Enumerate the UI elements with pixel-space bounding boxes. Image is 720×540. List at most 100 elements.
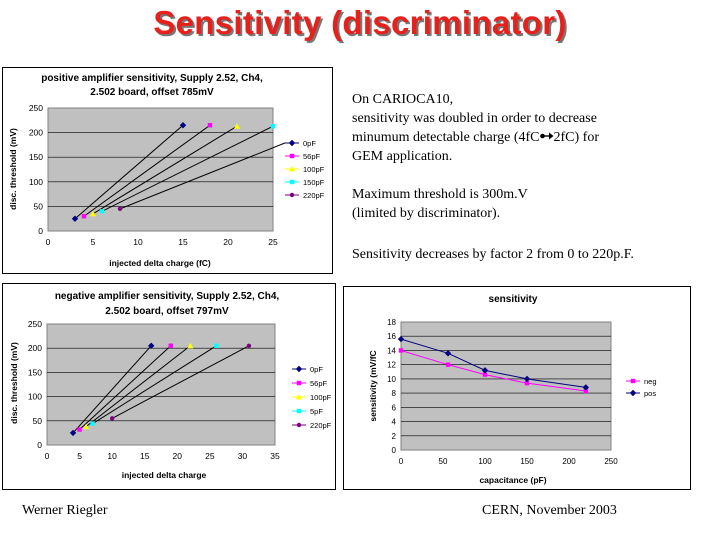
- para1-line2: sensitivity was doubled in order to decr…: [352, 111, 597, 126]
- y-tick-label: 0: [37, 440, 42, 450]
- data-point-pos: [397, 335, 405, 343]
- x-tick-label: 10: [107, 451, 117, 461]
- data-point-0pF: [71, 215, 79, 222]
- y-tick-label: 0: [38, 226, 43, 236]
- x-tick-label: 5: [91, 237, 96, 247]
- data-point-neg: [524, 380, 530, 386]
- legend-marker-neg: [630, 378, 636, 384]
- series-line-220pF: [111, 345, 250, 419]
- data-point-220pF: [117, 206, 123, 212]
- chart-title: sensitivity: [489, 294, 538, 305]
- chart-subtitle: 2.502 board, offset 785mV: [90, 87, 214, 98]
- x-tick-label: 20: [223, 237, 233, 247]
- positive-sensitivity-chart: 0 50 100 150 200 250 0 5 10 15 20 25 positive amplif…: [2, 67, 333, 274]
- y-tick-label: 50: [34, 201, 44, 211]
- chart-subtitle: 2.502 board, offset 797mV: [105, 306, 229, 317]
- legend-label-neg: neg: [644, 377, 657, 386]
- plot-area: [400, 321, 612, 451]
- footer-author: Werner Riegler: [22, 503, 108, 518]
- data-point-0pF: [148, 342, 155, 349]
- data-point-pos: [523, 375, 531, 383]
- footer-venue-date: CERN, November 2003: [482, 503, 617, 518]
- plot-area: [46, 323, 276, 446]
- series-line-56pF: [79, 345, 172, 430]
- data-point-neg: [482, 372, 488, 377]
- data-point-220pF: [109, 416, 115, 421]
- legend-label-100pF: 100pF: [310, 393, 332, 402]
- legend-marker-56pF: [289, 153, 295, 159]
- para3-line: Sensitivity decreases by factor 2 from 0…: [352, 247, 634, 262]
- data-point-56pF: [168, 343, 173, 348]
- chart-title: negative amplifier sensitivity, Supply 2…: [55, 291, 280, 302]
- legend-marker-220pF: [289, 192, 295, 198]
- data-point-5pF: [214, 343, 219, 348]
- slide-title: Sensitivity (discriminator): [153, 4, 567, 41]
- paragraph-sensitivity-decrease: Sensitivity decreases by factor 2 from 0…: [352, 245, 717, 264]
- para1-line3a: minumum detectable charge (4fC: [352, 130, 540, 145]
- x-tick-label: 250: [604, 457, 618, 466]
- para2-line1: Maximum threshold is 300m.V: [352, 187, 528, 202]
- positive-sensitivity-plot: 0 50 100 150 200 250 0 5 10 15 20 25 positive amplif…: [2, 67, 333, 274]
- data-point-pos: [444, 350, 452, 357]
- data-point-0pF: [179, 122, 187, 129]
- data-point-220pF: [246, 343, 252, 348]
- series-line-0pF: [72, 345, 152, 434]
- x-tick-label: 5: [77, 451, 82, 461]
- para2-line2: (limited by discriminator).: [352, 206, 501, 221]
- y-tick-label: 100: [28, 392, 42, 402]
- legend-label-100pF: 100pF: [303, 165, 325, 174]
- para1-line3b: 2fC) for: [553, 130, 600, 145]
- paragraph-carioca: On CARIOCA10, sensitivity was doubled in…: [352, 90, 712, 166]
- series-line-100pF: [85, 345, 191, 428]
- x-tick-label: 25: [268, 237, 278, 247]
- sensitivity-vs-capacitance-chart: 0 2 4 6 8 10 12 14 16 18 0 50 100 150 200 250 sensitivit…: [343, 286, 691, 490]
- y-tick-label: 250: [28, 319, 42, 329]
- chart-title: positive amplifier sensitivity, Supply 2…: [41, 73, 263, 84]
- legend-label-220pF: 220pF: [310, 421, 332, 430]
- x-tick-label: 0: [46, 237, 51, 247]
- x-tick-label: 10: [133, 237, 143, 247]
- x-tick-label: 100: [478, 457, 492, 466]
- legend-label-0pF: 0pF: [310, 365, 323, 374]
- data-point-100pF: [234, 123, 240, 129]
- data-point-150pF: [99, 209, 105, 214]
- legend-marker-100pF: [296, 394, 302, 400]
- sensitivity-vs-capacitance-plot: 0 2 4 6 8 10 12 14 16 18 0 50 100 150 200 250 sensitivit…: [343, 286, 691, 490]
- series-line-0pF: [74, 124, 184, 220]
- y-tick-label: 50: [33, 416, 43, 426]
- data-point-150pF: [270, 124, 276, 129]
- legend-label-pos: pos: [644, 389, 656, 398]
- y-axis-label: disc. threshold (mV): [9, 342, 19, 424]
- series-line-5pF: [92, 345, 217, 425]
- x-tick-label: 15: [140, 451, 150, 461]
- legend-marker-5pF: [296, 408, 302, 414]
- y-tick-label: 16: [387, 332, 396, 341]
- series-line-220pF: [119, 142, 285, 210]
- y-tick-label: 12: [387, 361, 396, 370]
- y-tick-label: 6: [392, 403, 397, 412]
- y-tick-label: 2: [392, 432, 397, 441]
- y-tick-label: 150: [29, 152, 43, 162]
- x-axis-label: capacitance (pF): [479, 475, 546, 485]
- legend-marker-pos: [629, 389, 637, 397]
- legend-marker-150pF: [289, 179, 295, 185]
- x-tick-label: 200: [562, 457, 576, 466]
- y-tick-label: 0: [392, 446, 397, 455]
- data-point-neg: [583, 388, 588, 394]
- legend-label-150pF: 150pF: [303, 178, 325, 187]
- y-tick-label: 250: [29, 103, 43, 113]
- para1-line3: minumum detectable charge (4fC 2fC) for: [352, 128, 712, 147]
- x-tick-label: 30: [238, 451, 248, 461]
- y-tick-label: 4: [392, 418, 397, 427]
- legend-label-56pF: 56pF: [303, 152, 321, 161]
- data-point-0pF: [69, 429, 77, 437]
- data-point-56pF: [207, 123, 213, 128]
- data-point-5pF: [90, 421, 95, 426]
- x-axis-label: injected delta charge: [122, 470, 207, 480]
- x-tick-label: 35: [270, 451, 280, 461]
- data-point-neg: [398, 348, 404, 353]
- para1-line1: On CARIOCA10,: [352, 92, 454, 107]
- data-point-56pF: [77, 427, 82, 432]
- series-line-150pF: [101, 125, 274, 212]
- arrow-right-icon: [539, 128, 554, 147]
